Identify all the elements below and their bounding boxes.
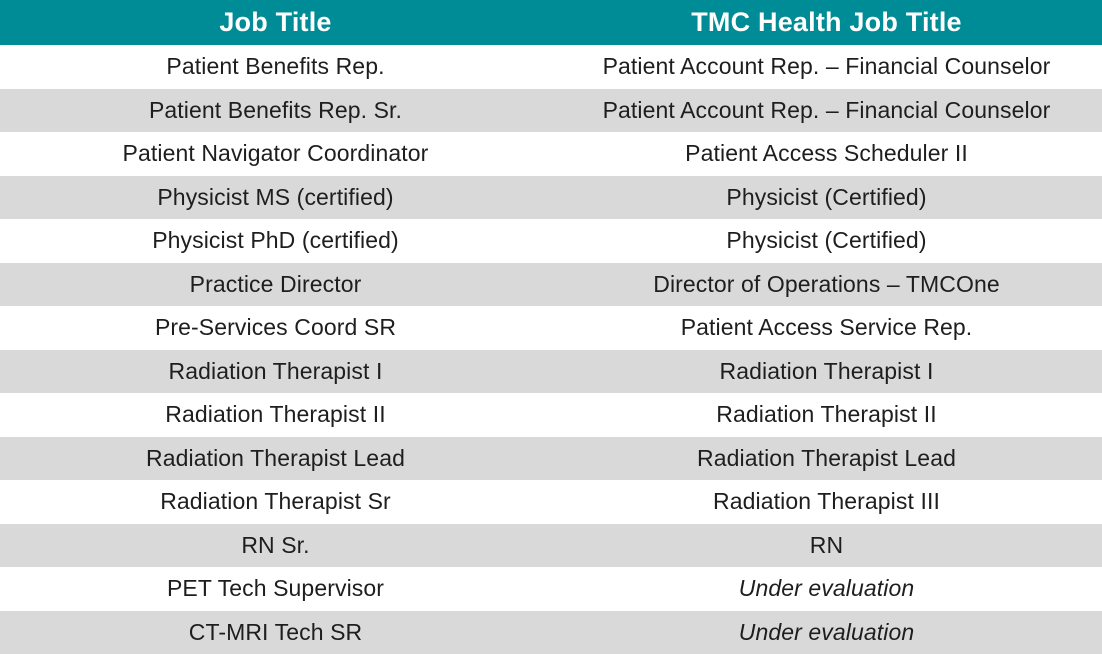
tmc-health-job-title-cell: Patient Access Scheduler II (685, 140, 968, 167)
job-title-cell: Radiation Therapist Sr (160, 488, 391, 515)
table-row: Patient Benefits Rep. Patient Account Re… (0, 45, 1102, 89)
job-title-cell: Practice Director (189, 270, 362, 297)
tmc-health-job-title-cell: Physicist (Certified) (726, 227, 927, 254)
table-row: Patient Navigator Coordinator Patient Ac… (0, 132, 1102, 176)
tmc-health-job-title-cell: Radiation Therapist Lead (697, 444, 956, 471)
table-row: RN Sr. RN (0, 523, 1102, 567)
table-row: PET Tech Supervisor Under evaluation (0, 567, 1102, 611)
tmc-health-job-title-cell: Radiation Therapist II (716, 401, 937, 428)
table-row: Radiation Therapist I Radiation Therapis… (0, 349, 1102, 393)
table-row: Radiation Therapist Sr Radiation Therapi… (0, 480, 1102, 524)
tmc-health-job-title-cell: Patient Account Rep. – Financial Counsel… (602, 53, 1051, 80)
table-row: Practice Director Director of Operations… (0, 262, 1102, 306)
tmc-health-job-title-cell: Under evaluation (738, 618, 915, 645)
job-title-cell: Patient Benefits Rep. (166, 53, 385, 80)
job-title-cell: Radiation Therapist Lead (146, 444, 405, 471)
table-header-row: Job Title TMC Health Job Title (0, 0, 1102, 45)
tmc-health-job-title-cell: Patient Account Rep. – Financial Counsel… (602, 96, 1051, 123)
job-title-cell: Physicist MS (certified) (157, 183, 394, 210)
table-body: Patient Benefits Rep. Patient Account Re… (0, 45, 1102, 654)
table-row: Physicist MS (certified) Physicist (Cert… (0, 175, 1102, 219)
job-title-cell: Patient Navigator Coordinator (122, 140, 429, 167)
tmc-health-job-title-cell: Radiation Therapist III (713, 488, 940, 515)
job-title-cell: CT-MRI Tech SR (188, 618, 363, 645)
tmc-health-job-title-cell: Patient Access Service Rep. (680, 314, 973, 341)
job-title-cell: RN Sr. (241, 531, 310, 558)
column-header-job-title: Job Title (219, 7, 332, 37)
tmc-health-job-title-cell: Radiation Therapist I (719, 357, 934, 384)
column-header-tmc-health-job-title: TMC Health Job Title (691, 7, 962, 37)
job-title-cell: Physicist PhD (certified) (152, 227, 399, 254)
table-row: Radiation Therapist II Radiation Therapi… (0, 393, 1102, 437)
table-row: Patient Benefits Rep. Sr. Patient Accoun… (0, 88, 1102, 132)
job-title-cell: Radiation Therapist I (168, 357, 383, 384)
tmc-health-job-title-cell: Under evaluation (738, 575, 915, 602)
job-title-cell: Radiation Therapist II (165, 401, 386, 428)
tmc-health-job-title-cell: Director of Operations – TMCOne (653, 270, 1000, 297)
tmc-health-job-title-cell: Physicist (Certified) (726, 183, 927, 210)
table-row: CT-MRI Tech SR Under evaluation (0, 610, 1102, 654)
table-row: Radiation Therapist Lead Radiation Thera… (0, 436, 1102, 480)
job-title-cell: Patient Benefits Rep. Sr. (148, 96, 403, 123)
table-row: Physicist PhD (certified) Physicist (Cer… (0, 219, 1102, 263)
job-title-cell: Pre-Services Coord SR (154, 314, 397, 341)
tmc-health-job-title-cell: RN (809, 531, 844, 558)
table-row: Pre-Services Coord SR Patient Access Ser… (0, 306, 1102, 350)
job-title-cell: PET Tech Supervisor (166, 575, 385, 602)
